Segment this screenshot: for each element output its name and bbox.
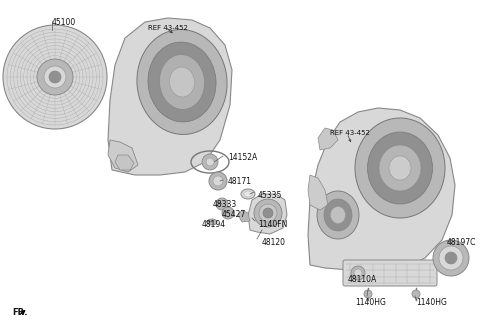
Polygon shape [108, 18, 232, 175]
Text: 14152A: 14152A [228, 153, 257, 162]
Text: 45427: 45427 [222, 210, 246, 219]
Ellipse shape [368, 132, 432, 204]
Polygon shape [308, 175, 328, 210]
Circle shape [351, 266, 365, 280]
FancyBboxPatch shape [343, 260, 437, 286]
Text: 48194: 48194 [202, 220, 226, 229]
Text: FR.: FR. [12, 308, 27, 317]
Polygon shape [308, 108, 455, 272]
Ellipse shape [159, 55, 204, 110]
Text: 1140HG: 1140HG [355, 298, 386, 307]
Circle shape [354, 269, 362, 277]
Circle shape [364, 290, 372, 298]
Circle shape [3, 25, 107, 129]
Text: REF 43-452: REF 43-452 [148, 25, 188, 31]
Text: 48110A: 48110A [348, 275, 377, 284]
Ellipse shape [241, 189, 255, 199]
Text: 1140FN: 1140FN [258, 220, 288, 229]
Ellipse shape [263, 208, 273, 218]
Text: 45100: 45100 [52, 18, 76, 27]
Ellipse shape [259, 204, 277, 222]
Circle shape [433, 240, 469, 276]
Ellipse shape [169, 67, 194, 97]
Text: 48197C: 48197C [447, 238, 476, 247]
Circle shape [412, 290, 420, 298]
Text: 48120: 48120 [262, 238, 286, 247]
Ellipse shape [137, 29, 227, 134]
Ellipse shape [148, 42, 216, 122]
Circle shape [213, 176, 223, 186]
Text: 1140HG: 1140HG [416, 298, 447, 307]
Ellipse shape [355, 118, 445, 218]
Ellipse shape [324, 199, 352, 231]
Circle shape [445, 252, 457, 264]
Circle shape [37, 59, 73, 95]
Text: 45335: 45335 [258, 191, 282, 200]
Text: REF 43-452: REF 43-452 [330, 130, 370, 136]
Polygon shape [318, 128, 338, 150]
Circle shape [206, 158, 214, 166]
Text: 48333: 48333 [213, 200, 237, 209]
Circle shape [209, 172, 227, 190]
Ellipse shape [379, 145, 421, 191]
Circle shape [202, 154, 218, 170]
Ellipse shape [331, 206, 346, 223]
Ellipse shape [207, 219, 217, 225]
Ellipse shape [254, 199, 282, 227]
Text: 48171: 48171 [228, 177, 252, 186]
Circle shape [216, 198, 228, 210]
Ellipse shape [244, 191, 252, 197]
Polygon shape [248, 194, 287, 234]
Ellipse shape [389, 156, 411, 180]
Circle shape [439, 246, 463, 270]
Polygon shape [108, 140, 138, 172]
Circle shape [222, 207, 234, 219]
Ellipse shape [317, 191, 359, 239]
Circle shape [49, 71, 61, 83]
Polygon shape [115, 155, 134, 170]
Polygon shape [238, 210, 250, 222]
Circle shape [44, 66, 66, 88]
